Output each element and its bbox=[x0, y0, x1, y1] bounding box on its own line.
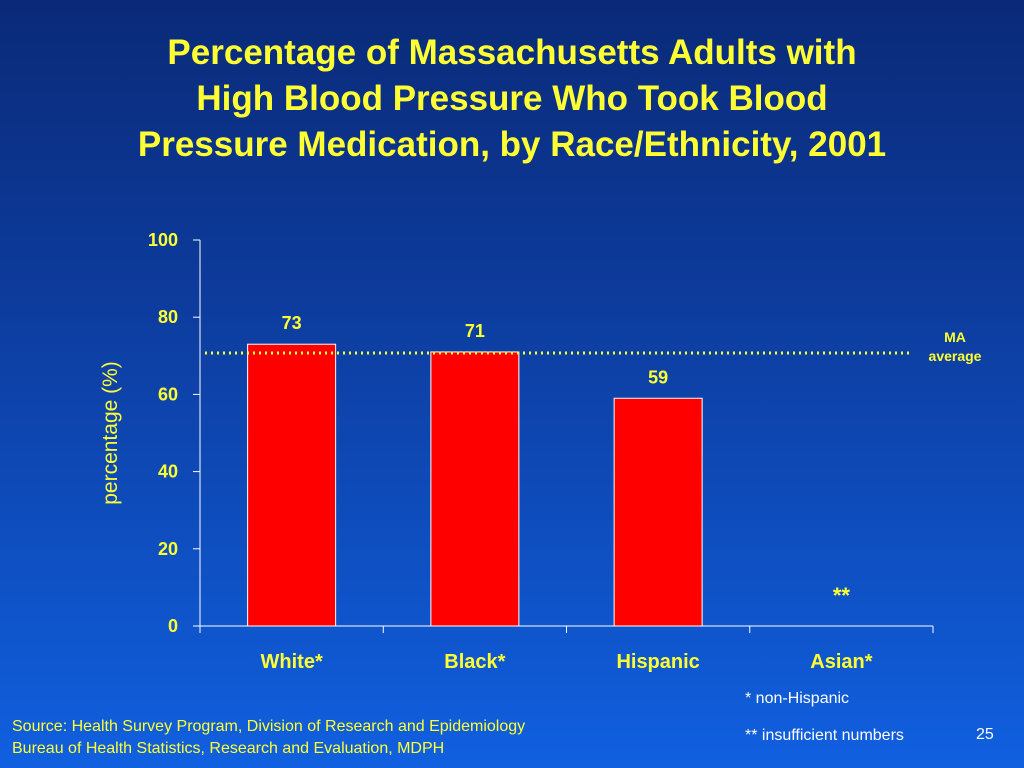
bar bbox=[613, 397, 703, 627]
x-tick-label: Hispanic bbox=[616, 651, 699, 673]
title-line-2: High Blood Pressure Who Took Blood bbox=[196, 79, 828, 118]
bar bbox=[247, 343, 337, 627]
bar-chart: 0 20 40 60 80 100 percentage (%) 73 White* 71 Blac… bbox=[99, 230, 982, 673]
footnote-non-hispanic: * non-Hispanic bbox=[745, 690, 850, 707]
ma-average-label: average bbox=[929, 348, 982, 364]
y-tick-label: 80 bbox=[158, 307, 178, 327]
data-label: 73 bbox=[282, 313, 302, 333]
y-tick-label: 20 bbox=[158, 539, 178, 559]
footnote-insufficient: ** insufficient numbers bbox=[745, 727, 904, 744]
source-line-1: Source: Health Survey Program, Division … bbox=[12, 718, 526, 735]
x-tick-label: White* bbox=[261, 651, 323, 673]
page-number: 25 bbox=[976, 726, 994, 743]
ma-average-label: MA bbox=[944, 329, 966, 345]
source-line-2: Bureau of Health Statistics, Research an… bbox=[12, 740, 445, 757]
data-label: 71 bbox=[465, 321, 485, 341]
y-axis-label: percentage (%) bbox=[99, 361, 122, 505]
bar bbox=[430, 351, 520, 627]
y-tick-label: 60 bbox=[158, 384, 178, 404]
y-tick-label: 0 bbox=[168, 616, 178, 636]
source-text: Source: Health Survey Program, Division … bbox=[12, 716, 525, 760]
x-tick-label: Black* bbox=[444, 651, 505, 673]
y-tick-label: 100 bbox=[148, 230, 178, 250]
title-line-3: Pressure Medication, by Race/Ethnicity, … bbox=[137, 125, 887, 164]
data-label: ** bbox=[833, 583, 851, 608]
data-label: 59 bbox=[648, 367, 668, 387]
x-tick-label: Asian* bbox=[810, 651, 872, 673]
chart-title: Percentage of Massachusetts Adults with … bbox=[0, 30, 1024, 168]
title-line-1: Percentage of Massachusetts Adults with bbox=[167, 33, 857, 72]
y-tick-label: 40 bbox=[158, 462, 178, 482]
